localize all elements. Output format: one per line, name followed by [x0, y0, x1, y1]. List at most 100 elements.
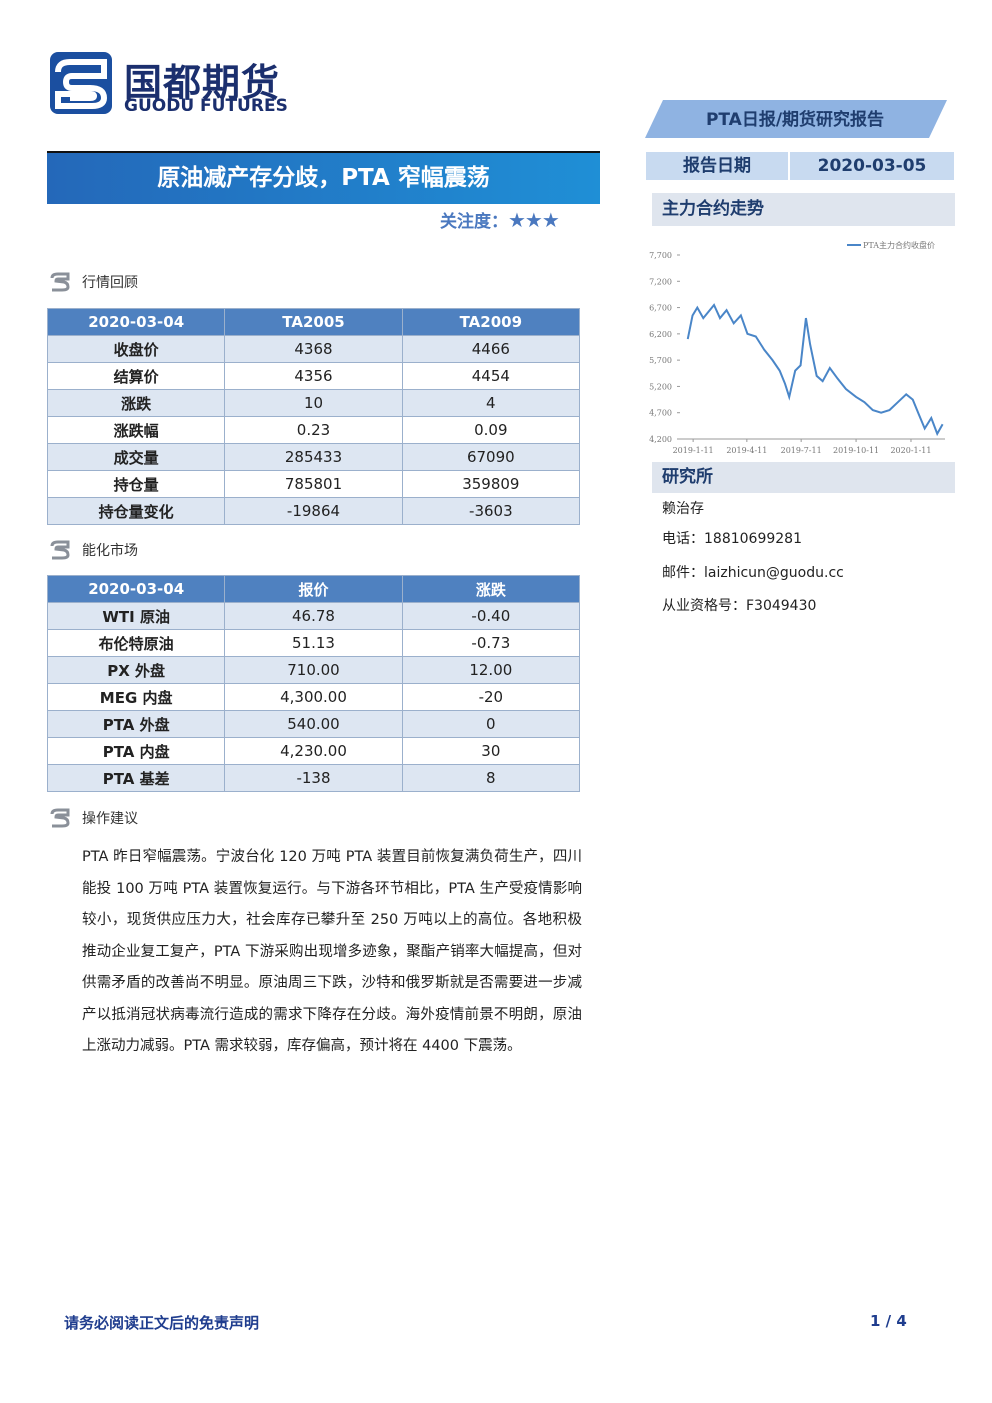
section-heading: 操作建议 [50, 808, 138, 828]
cell: 10 [224, 389, 403, 417]
row: 涨跌 10 4 [46, 389, 581, 417]
cell: 持仓量 [46, 470, 226, 498]
cell: 收盘价 [46, 335, 226, 363]
chart: 4,200 4,700 5,200 5,700 6,200 6,700 7,200 7,700… [649, 240, 945, 455]
cell: 4454 [401, 362, 581, 390]
analyst-phone: 电话：18810699281 [662, 531, 802, 547]
cell: PX 外盘 [46, 656, 226, 684]
row: 结算价 4356 4454 [46, 362, 581, 390]
cell: 710.00 [224, 656, 403, 684]
chart-heading: 主力合约走势 [652, 193, 955, 226]
cell: 4368 [224, 335, 403, 363]
cell: 结算价 [46, 362, 226, 390]
row: PTA 基差 -138 8 [46, 764, 581, 792]
header-row: 2020-03-04 报价 涨跌 [46, 575, 581, 603]
header-row: 2020-03-04 TA2005 TA2009 [46, 308, 581, 336]
section-title: 行情回顾 [82, 275, 138, 291]
y-tick-label: 7,700 [649, 251, 672, 260]
date-label: 报告日期 [646, 152, 790, 180]
x-tick-label: 2019-1-11 [673, 446, 714, 455]
cell: WTI 原油 [46, 602, 226, 630]
y-tick-label: 6,700 [649, 304, 672, 313]
cell: 51.13 [224, 629, 403, 657]
cell: 涨跌 [46, 389, 226, 417]
report-type: PTA日报/期货研究报告 [705, 110, 885, 130]
legend-label: PTA主力合约收盘价 [863, 240, 935, 250]
cell: -19864 [224, 497, 403, 525]
cell: 4 [401, 389, 581, 417]
analyst-license: 从业资格号：F3049430 [662, 598, 817, 614]
section-heading: 能化市场 [50, 540, 138, 560]
cell: PTA 内盘 [46, 737, 226, 765]
table: 2020-03-04 TA2005 TA2009 收盘价 4368 4466 结算价 4356… [46, 308, 581, 525]
cell: 8 [401, 764, 581, 792]
cell: 成交量 [46, 443, 226, 471]
cell: 785801 [224, 470, 403, 498]
cell: 持仓量变化 [46, 497, 226, 525]
attention: 关注度：★★★ [440, 207, 560, 232]
date-value: 2020-03-05 [817, 156, 927, 176]
cell: 67090 [401, 443, 581, 471]
header-cell: TA2005 [224, 308, 403, 336]
paragraph: PTA 昨日窄幅震荡。宁波台化 120 万吨 PTA 装置目前恢复满负荷生产，四… [82, 849, 582, 1054]
x-tick-label: 2019-7-11 [781, 446, 822, 455]
cell: 布伦特原油 [46, 629, 226, 657]
attention-label: 关注度： [440, 212, 508, 232]
section-title: 操作建议 [82, 811, 138, 827]
data-table: 2020-03-04 TA2005 TA2009 收盘价 4368 4466 结算价 4356… [46, 308, 581, 525]
cell: 0 [401, 710, 581, 738]
row: 布伦特原油 51.13 -0.73 [46, 629, 581, 657]
cell: 涨跌幅 [46, 416, 226, 444]
row: PTA 外盘 540.00 0 [46, 710, 581, 738]
y-tick-label: 4,700 [649, 409, 672, 418]
cell: MEG 内盘 [46, 683, 226, 711]
row: 持仓量 785801 359809 [46, 470, 581, 498]
header-cell: 2020-03-04 [46, 308, 226, 336]
row: 收盘价 4368 4466 [46, 335, 581, 363]
x-tick-label: 2020-1-11 [890, 446, 931, 455]
cell: 4,230.00 [224, 737, 403, 765]
y-tick-label: 5,700 [649, 356, 672, 365]
row: PX 外盘 710.00 12.00 [46, 656, 581, 684]
cell: -0.73 [401, 629, 581, 657]
cell: 4,300.00 [224, 683, 403, 711]
row: MEG 内盘 4,300.00 -20 [46, 683, 581, 711]
section-heading: 行情回顾 [50, 272, 138, 292]
table: 2020-03-04 报价 涨跌 WTI 原油 46.78 -0.40 布伦特原油 51.13… [46, 575, 581, 792]
analyst-email: 邮件：laizhicun@guodu.cc [662, 565, 844, 581]
page-number: 1 / 4 [870, 1312, 907, 1330]
y-tick-label: 4,200 [649, 435, 672, 444]
logo-cn: 国都期货 [124, 61, 281, 105]
header-cell: 报价 [224, 575, 403, 603]
analyst-name: 赖治存 [662, 501, 704, 517]
x-tick-label: 2019-4-11 [726, 446, 767, 455]
cell: 540.00 [224, 710, 403, 738]
header-cell: 2020-03-04 [46, 575, 226, 603]
cell: -3603 [401, 497, 581, 525]
cell: -20 [401, 683, 581, 711]
y-tick-label: 5,200 [649, 382, 672, 391]
logo-en: GUODU FUTURES [124, 96, 288, 116]
row: 成交量 285433 67090 [46, 443, 581, 471]
cell: 46.78 [224, 602, 403, 630]
cell: 0.23 [224, 416, 403, 444]
row: 持仓量变化 -19864 -3603 [46, 497, 581, 525]
header-cell: 涨跌 [401, 575, 581, 603]
title: 原油减产存分歧，PTA 窄幅震荡 [47, 153, 600, 204]
y-tick-label: 7,200 [649, 277, 672, 286]
row: PTA 内盘 4,230.00 30 [46, 737, 581, 765]
cell: 285433 [224, 443, 403, 471]
series-line [686, 303, 944, 437]
cell: 30 [401, 737, 581, 765]
disclaimer: 请务必阅读正文后的免责声明 [64, 1314, 260, 1332]
y-tick-label: 6,200 [649, 330, 672, 339]
cell: PTA 外盘 [46, 710, 226, 738]
data-table: 2020-03-04 报价 涨跌 WTI 原油 46.78 -0.40 布伦特原油 51.13… [46, 575, 581, 792]
cell: 4466 [401, 335, 581, 363]
report-banner [645, 100, 947, 138]
row: 涨跌幅 0.23 0.09 [46, 416, 581, 444]
cell: PTA 基差 [46, 764, 226, 792]
header-cell: TA2009 [401, 308, 581, 336]
x-tick-label: 2019-10-11 [833, 446, 879, 455]
